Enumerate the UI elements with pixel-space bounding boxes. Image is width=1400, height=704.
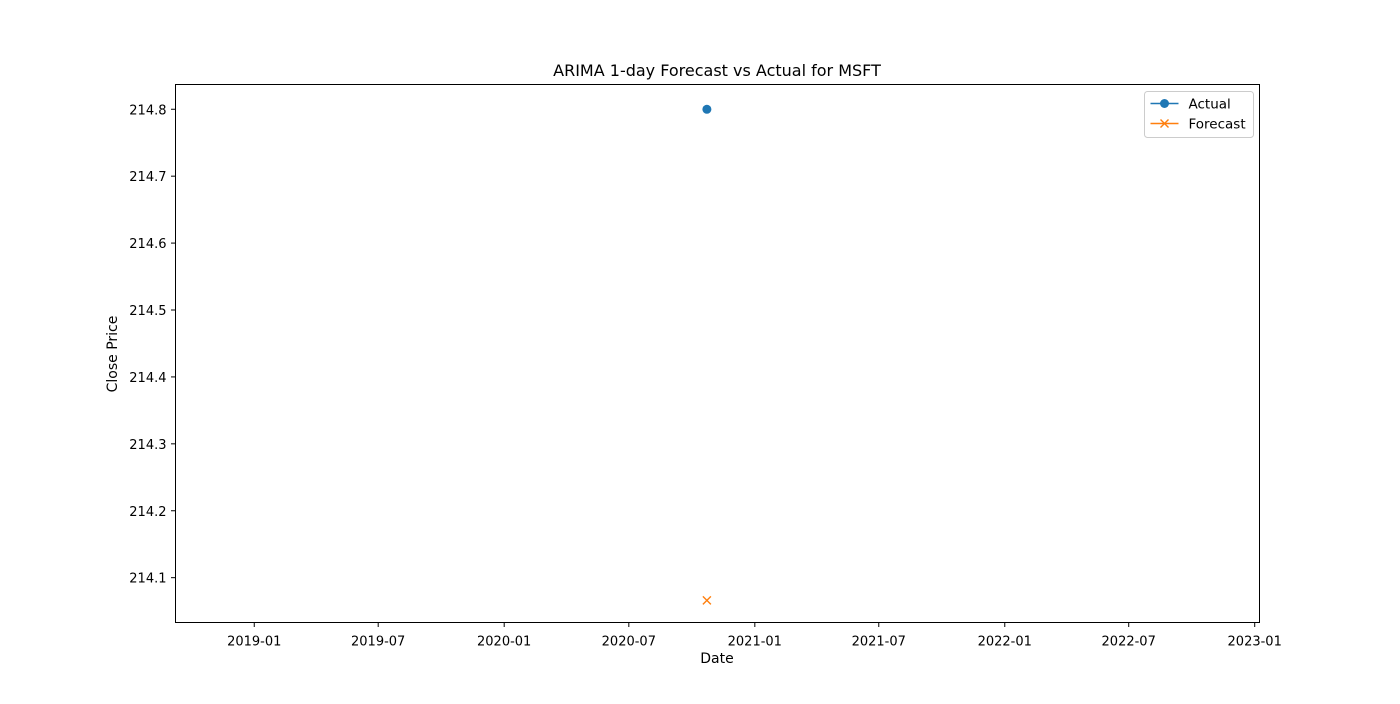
y-axis-label: Close Price: [105, 316, 121, 393]
y-tick-label: 214.7: [129, 170, 166, 185]
x-tick-label: 2020-01: [477, 635, 531, 650]
y-tick-label: 214.3: [129, 438, 166, 453]
y-axis-ticks: 214.1 214.2 214.3 214.4 214.5 214.6 214.7 214.8: [129, 103, 176, 587]
legend-entry-actual: Actual: [1150, 97, 1231, 113]
x-tick-label: 2021-07: [852, 635, 906, 650]
series-forecast: [702, 595, 712, 605]
x-axis-label: Date: [700, 651, 733, 667]
legend-label: Actual: [1189, 97, 1231, 113]
y-tick-label: 214.1: [129, 572, 166, 587]
x-tick-label: 2019-07: [351, 635, 405, 650]
x-axis-ticks: 2019-01 2019-07 2020-01 2020-07 2021-01 2021-…: [227, 622, 1282, 650]
data-point-forecast: [702, 595, 712, 605]
x-tick-label: 2022-07: [1102, 635, 1156, 650]
plot-area-frame: [175, 84, 1260, 623]
legend-entry-forecast: Forecast: [1150, 117, 1246, 133]
data-marks: [702, 104, 712, 605]
legend-marker: [1160, 119, 1169, 128]
y-tick-label: 214.5: [129, 304, 166, 319]
x-tick-label: 2019-01: [227, 635, 281, 650]
x-tick-label: 2020-07: [602, 635, 656, 650]
x-tick-label: 2023-01: [1228, 635, 1282, 650]
x-tick-label: 2022-01: [978, 635, 1032, 650]
y-tick-label: 214.6: [129, 237, 166, 252]
series-actual: [702, 104, 712, 114]
legend-label: Forecast: [1189, 117, 1246, 133]
data-point-actual: [702, 104, 712, 114]
legend: Actual Forecast: [1144, 91, 1254, 138]
legend-marker: [1160, 99, 1169, 108]
y-tick-label: 214.4: [129, 371, 166, 386]
x-tick-label: 2021-01: [728, 635, 782, 650]
y-tick-label: 214.8: [129, 103, 166, 118]
chart-title: ARIMA 1-day Forecast vs Actual for MSFT: [553, 61, 881, 80]
y-tick-label: 214.2: [129, 505, 166, 520]
